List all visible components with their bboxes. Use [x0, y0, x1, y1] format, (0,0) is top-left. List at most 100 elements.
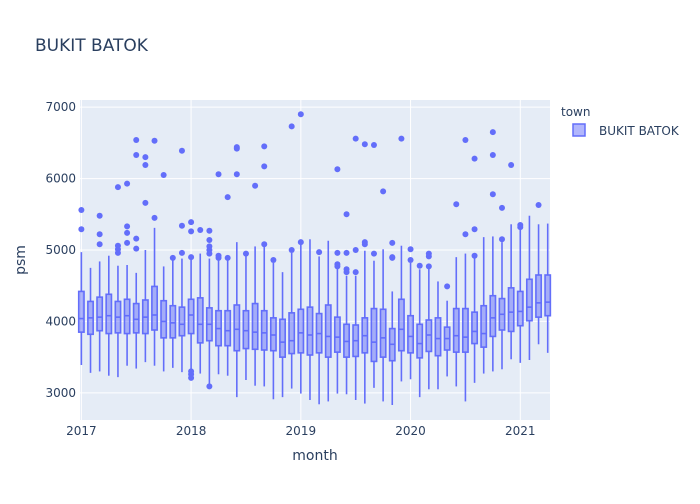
box: [498, 204, 506, 370]
outlier-point: [407, 257, 414, 263]
box: [260, 143, 268, 387]
box: [205, 227, 213, 390]
box-body: [306, 306, 314, 356]
box-body: [288, 312, 296, 355]
chart-title: BUKIT BATOK: [35, 36, 149, 56]
outlier-point: [124, 223, 131, 230]
outlier-point: [124, 229, 131, 236]
outlier-point: [197, 227, 204, 233]
outlier-point: [343, 249, 350, 256]
box-body: [516, 290, 524, 327]
box: [187, 219, 195, 381]
y-tick-label: 4000: [45, 314, 76, 328]
outlier-point: [361, 239, 368, 246]
outlier-point: [188, 368, 195, 375]
y-tick-label: 6000: [45, 172, 76, 186]
outlier-point: [489, 152, 496, 158]
outlier-point: [160, 172, 167, 178]
outlier-point: [206, 243, 213, 250]
outlier-point: [188, 228, 195, 235]
outlier-point: [370, 142, 377, 148]
box: [87, 267, 94, 373]
box-body: [260, 309, 268, 351]
box: [315, 249, 323, 405]
outlier-point: [78, 226, 85, 233]
box: [489, 129, 497, 372]
box: [279, 272, 286, 398]
plot-area: [80, 100, 550, 420]
outlier-point: [188, 254, 195, 261]
box: [288, 123, 296, 389]
outlier-point: [425, 263, 432, 270]
box: [105, 255, 113, 376]
outlier-point: [370, 250, 377, 257]
box: [544, 223, 552, 353]
y-tick-label: 3000: [45, 386, 76, 400]
box: [425, 250, 433, 390]
box: [132, 137, 140, 369]
box-body: [242, 309, 250, 350]
outlier-point: [133, 152, 140, 158]
outlier-point: [151, 214, 158, 221]
box-body: [224, 309, 232, 347]
x-tick-labels: 2017 2018 2019 2020 2021: [66, 424, 535, 438]
box-body: [407, 314, 415, 354]
legend-item-label[interactable]: BUKIT BATOK: [599, 124, 680, 138]
outlier-point: [114, 242, 121, 249]
box-body: [544, 274, 552, 317]
outlier-point: [407, 246, 414, 253]
outlier-point: [270, 257, 277, 263]
outlier-point: [316, 249, 323, 256]
box-body: [379, 308, 387, 358]
outlier-point: [96, 212, 103, 219]
outlier-point: [224, 254, 231, 261]
outlier-point: [489, 191, 496, 198]
outlier-point: [297, 111, 304, 118]
box: [333, 166, 341, 394]
outlier-point: [261, 143, 268, 150]
legend: town BUKIT BATOK: [561, 105, 680, 138]
box: [141, 154, 149, 363]
outlier-point: [462, 231, 469, 238]
outlier-point: [471, 252, 478, 259]
outlier-point: [389, 254, 396, 261]
box: [178, 147, 186, 373]
outlier-point: [462, 137, 469, 143]
outlier-point: [169, 254, 176, 261]
outlier-point: [352, 135, 359, 142]
legend-swatch[interactable]: [572, 123, 586, 137]
outlier-point: [517, 222, 524, 228]
box: [324, 240, 332, 402]
box: [434, 281, 442, 390]
box-body: [169, 304, 177, 339]
outlier-point: [508, 162, 515, 168]
outlier-point: [498, 204, 505, 211]
box: [123, 180, 131, 366]
outlier-point: [206, 237, 213, 243]
outlier-point: [453, 201, 460, 208]
outlier-point: [252, 182, 259, 189]
box: [242, 250, 250, 380]
outlier-point: [142, 162, 149, 168]
outlier-point: [133, 245, 140, 252]
box-body: [187, 298, 195, 335]
legend-title: town: [561, 105, 590, 119]
box: [480, 237, 488, 374]
outlier-point: [142, 154, 149, 161]
box: [461, 137, 469, 402]
box: [452, 201, 460, 387]
box-body: [525, 278, 533, 322]
box: [169, 254, 177, 368]
box: [525, 215, 533, 360]
box-body: [96, 296, 104, 332]
box: [297, 111, 305, 394]
outlier-point: [261, 241, 268, 248]
box-body: [489, 294, 497, 338]
outlier-point: [489, 129, 496, 136]
box-body: [535, 274, 543, 318]
box-series: [77, 111, 552, 405]
outlier-point: [361, 141, 368, 148]
outlier-point: [334, 249, 341, 256]
box: [535, 202, 543, 345]
box: [361, 141, 369, 404]
